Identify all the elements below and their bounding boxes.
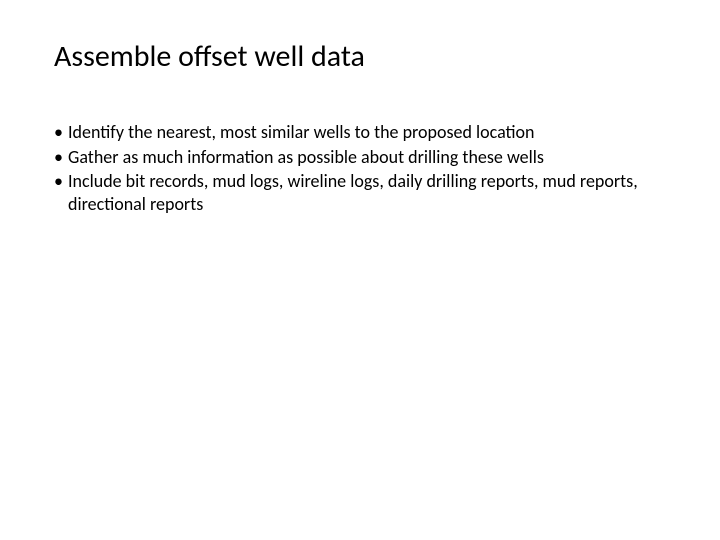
bullet-item: Identify the nearest, most similar wells…: [54, 121, 666, 144]
bullet-item: Include bit records, mud logs, wireline …: [54, 170, 666, 215]
bullet-list: Identify the nearest, most similar wells…: [54, 121, 666, 215]
slide: Assemble offset well data Identify the n…: [0, 0, 720, 540]
slide-title: Assemble offset well data: [54, 38, 666, 75]
bullet-item: Gather as much information as possible a…: [54, 146, 666, 169]
